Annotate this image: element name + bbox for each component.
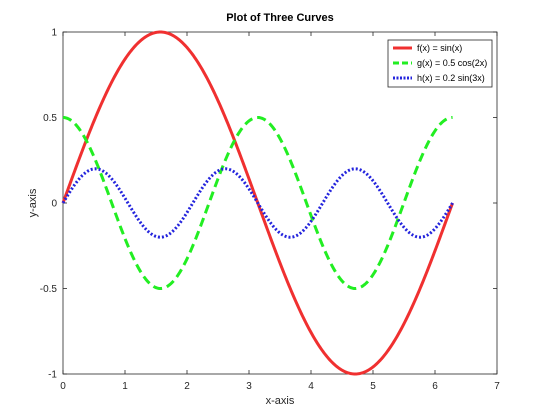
x-tick-label: 5: [370, 381, 376, 392]
y-tick-label: 1: [51, 28, 57, 39]
series-layer: [61, 30, 454, 376]
series-h-sin3: [61, 167, 454, 239]
x-tick-label: 1: [122, 381, 128, 392]
y-tick-label: -1: [48, 370, 57, 381]
series-g-cos: [62, 116, 454, 290]
x-tick-label: 6: [432, 381, 438, 392]
x-axis: 0 1 2 3 4 5 6 7: [60, 32, 500, 392]
x-tick-label: 4: [308, 381, 314, 392]
legend: f(x) = sin(x) g(x) = 0.5 cos(2x) h(x) = …: [387, 39, 493, 88]
x-tick-label: 3: [246, 381, 252, 392]
chart-title: Plot of Three Curves: [226, 12, 334, 24]
y-axis-label: y-axis: [27, 188, 39, 217]
y-tick-label: 0: [51, 199, 57, 210]
legend-label-g: g(x) = 0.5 cos(2x): [417, 58, 487, 68]
x-tick-label: 7: [494, 381, 500, 392]
legend-label-f: f(x) = sin(x): [417, 43, 462, 53]
plot-area: [62, 31, 498, 375]
x-tick-label: 0: [60, 381, 66, 392]
y-tick-label: -0.5: [40, 284, 58, 295]
y-tick-label: 0.5: [43, 113, 57, 124]
x-axis-label: x-axis: [266, 395, 295, 407]
x-tick-label: 2: [184, 381, 190, 392]
legend-label-h: h(x) = 0.2 sin(3x): [417, 73, 485, 83]
